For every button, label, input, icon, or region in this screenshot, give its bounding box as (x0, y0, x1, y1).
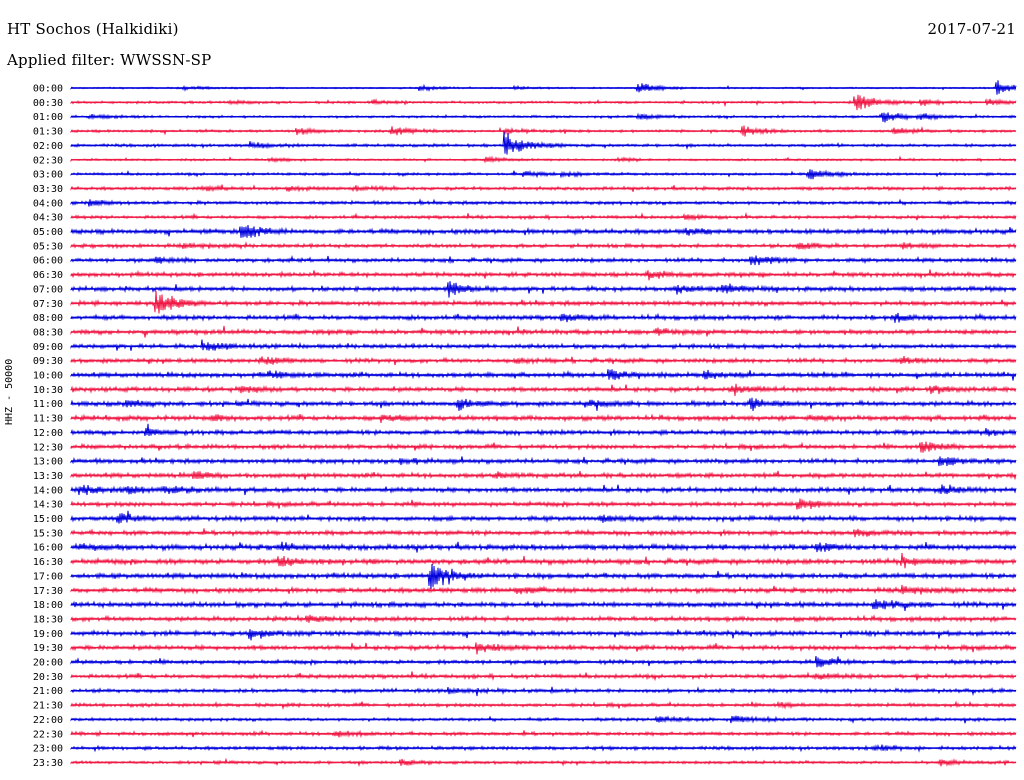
time-tick-label: 12:30 (33, 442, 63, 453)
trace-row (70, 112, 1017, 123)
time-tick-label: 11:30 (33, 414, 63, 425)
time-tick-label: 08:00 (33, 313, 63, 324)
time-tick-label: 13:30 (33, 471, 63, 482)
trace-row (70, 628, 1017, 641)
time-tick-label: 22:30 (33, 729, 63, 740)
trace-row (70, 642, 1017, 655)
time-tick-label: 23:00 (33, 744, 63, 755)
time-tick-label: 09:00 (33, 342, 63, 353)
record-date: 2017-07-21 (927, 20, 1016, 38)
time-tick-label: 15:00 (33, 514, 63, 525)
time-tick-label: 21:30 (33, 701, 63, 712)
time-tick-label: 16:30 (33, 557, 63, 568)
time-tick-label: 13:00 (33, 457, 63, 468)
station-title: HT Sochos (Halkidiki) (7, 20, 179, 38)
trace-row (70, 339, 1017, 351)
time-tick-label: 14:30 (33, 500, 63, 511)
trace-row (70, 423, 1017, 437)
time-tick-label: 07:30 (33, 299, 63, 310)
time-tick-label: 14:00 (33, 485, 63, 496)
filter-label: Applied filter: WWSSN-SP (7, 51, 212, 69)
time-tick-label: 22:00 (33, 715, 63, 726)
time-tick-label: 20:30 (33, 672, 63, 683)
time-tick-label: 11:00 (33, 399, 63, 410)
time-tick-label: 20:00 (33, 658, 63, 669)
time-tick-label: 01:00 (33, 112, 63, 123)
time-tick-label: 04:00 (33, 198, 63, 209)
time-tick-label: 01:30 (33, 127, 63, 138)
time-tick-label: 15:30 (33, 528, 63, 539)
time-tick-label: 17:30 (33, 586, 63, 597)
time-tick-label: 00:30 (33, 98, 63, 109)
time-tick-label: 16:00 (33, 543, 63, 554)
time-tick-label: 12:00 (33, 428, 63, 439)
time-tick-label: 00:00 (33, 84, 63, 95)
time-tick-label: 09:30 (33, 356, 63, 367)
time-tick-label: 23:30 (33, 758, 63, 769)
time-tick-label: 05:00 (33, 227, 63, 238)
trace-row (70, 131, 1017, 155)
time-tick-label: 06:30 (33, 270, 63, 281)
time-tick-label: 10:30 (33, 385, 63, 396)
time-tick-label: 02:30 (33, 155, 63, 166)
time-tick-label: 18:00 (33, 600, 63, 611)
time-tick-label: 10:00 (33, 371, 63, 382)
trace-row (70, 510, 1017, 524)
time-tick-label: 08:30 (33, 327, 63, 338)
time-tick-label: 06:00 (33, 256, 63, 267)
time-tick-label: 17:00 (33, 571, 63, 582)
time-tick-label: 04:30 (33, 213, 63, 224)
trace-row (70, 552, 1017, 569)
time-tick-label: 03:30 (33, 184, 63, 195)
time-tick-label: 02:00 (33, 141, 63, 152)
trace-row (70, 290, 1017, 314)
time-tick-label: 07:00 (33, 284, 63, 295)
time-tick-label: 18:30 (33, 614, 63, 625)
time-tick-label: 03:00 (33, 170, 63, 181)
time-tick-label: 19:00 (33, 629, 63, 640)
time-tick-label: 05:30 (33, 241, 63, 252)
time-tick-label: 21:00 (33, 686, 63, 697)
time-tick-label: 19:30 (33, 643, 63, 654)
